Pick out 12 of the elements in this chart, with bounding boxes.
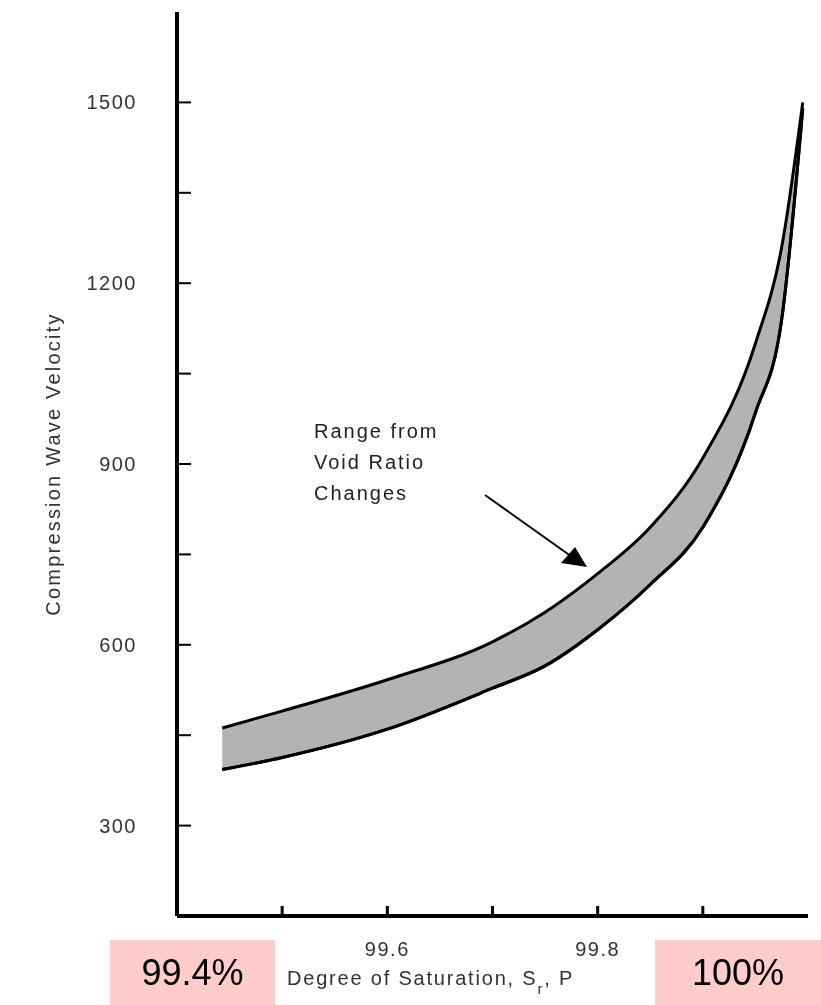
text: 99.4% [110,940,275,1005]
y-tick-label: 1500 [86,91,137,114]
y-tick-label: 900 [99,453,137,475]
annotation: Range from Void Ratio Changes [314,420,439,504]
x-tick-label: 99.6 [364,938,410,960]
y-axis-title: Compression Wave Velocity [42,312,64,616]
x-axis-title: Degree of Saturation, S$_{r}$, P [287,967,575,997]
y-tick-label: 1200 [86,272,137,295]
text: 100% [655,940,821,1005]
x-tick-label: 99.8 [575,938,621,960]
y-tick-label: 600 [99,633,137,656]
y-tick-label: 300 [99,814,137,837]
